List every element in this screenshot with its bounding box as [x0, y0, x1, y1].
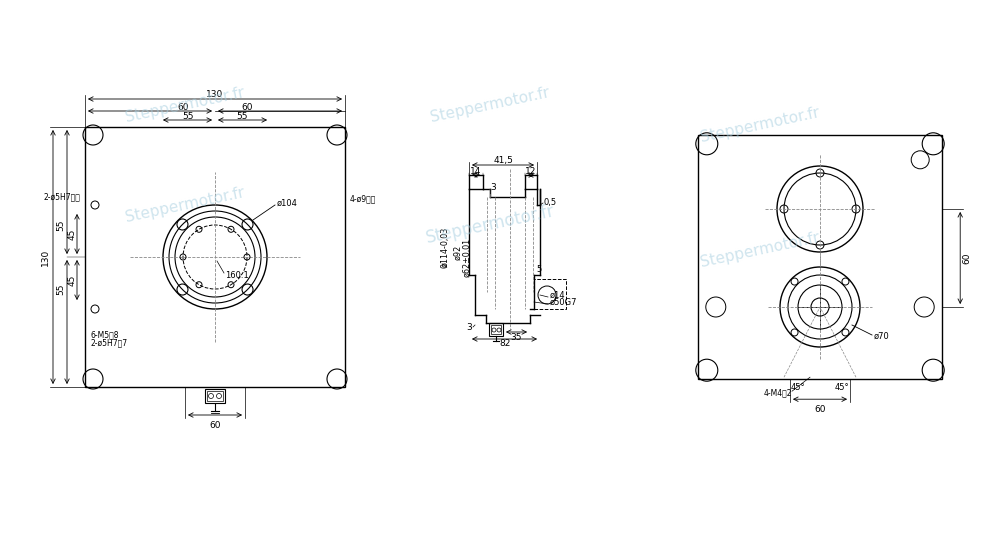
Text: 4-ø9通孔: 4-ø9通孔	[350, 195, 376, 203]
Text: Steppermotor.fr: Steppermotor.fr	[699, 105, 821, 145]
Text: 3: 3	[490, 183, 496, 192]
Text: ø104: ø104	[277, 198, 298, 208]
Bar	[534, 279, 566, 309]
Text: 45°: 45°	[791, 383, 805, 392]
Text: 55: 55	[182, 111, 194, 120]
Text: Steppermotor.fr: Steppermotor.fr	[424, 203, 556, 248]
Text: 45°: 45°	[835, 383, 849, 392]
Bar	[491, 325, 501, 334]
Text: 2-ø5H7深7: 2-ø5H7深7	[90, 339, 127, 348]
Text: Steppermotor.fr: Steppermotor.fr	[699, 230, 821, 270]
Text: 55: 55	[57, 219, 66, 231]
Text: 45: 45	[68, 228, 77, 240]
Text: Steppermotor.fr: Steppermotor.fr	[124, 85, 246, 125]
Text: 45: 45	[68, 274, 77, 286]
Text: 3: 3	[466, 323, 472, 332]
Text: 0,5: 0,5	[544, 197, 557, 207]
Text: 60: 60	[209, 421, 221, 430]
Bar	[698, 135, 942, 379]
Text: Steppermotor.fr: Steppermotor.fr	[429, 85, 551, 125]
Text: 130: 130	[41, 248, 50, 265]
Bar	[489, 323, 503, 336]
Bar	[205, 389, 225, 403]
Text: 130: 130	[206, 89, 224, 98]
Text: 82: 82	[499, 340, 511, 348]
Text: 5: 5	[536, 264, 541, 273]
Text: 41,5: 41,5	[493, 156, 513, 164]
Text: ø62±0,01: ø62±0,01	[463, 238, 472, 277]
Text: ø50G7: ø50G7	[550, 297, 578, 307]
Bar	[85, 127, 345, 387]
Text: ø92: ø92	[453, 244, 462, 259]
Text: 160.1: 160.1	[225, 271, 249, 279]
Text: 6-M5深8: 6-M5深8	[90, 331, 119, 340]
Text: Steppermotor.fr: Steppermotor.fr	[124, 185, 246, 225]
Text: ø14: ø14	[550, 291, 566, 300]
Text: 35: 35	[510, 332, 522, 341]
Text: 60: 60	[814, 405, 826, 414]
Text: ø70: ø70	[874, 332, 890, 340]
Text: 60: 60	[963, 252, 972, 264]
Bar	[207, 391, 223, 401]
Text: 2-ø5H7通孔: 2-ø5H7通孔	[43, 193, 80, 202]
Text: 14: 14	[470, 166, 482, 175]
Text: 55: 55	[236, 111, 248, 120]
Text: 60: 60	[241, 103, 253, 111]
Text: ø114-0,03: ø114-0,03	[441, 227, 450, 267]
Text: 12: 12	[525, 166, 537, 175]
Text: 4-M4深2: 4-M4深2	[764, 389, 792, 398]
Text: 60: 60	[177, 103, 189, 111]
Text: 0: 0	[441, 263, 450, 268]
Text: 55: 55	[57, 283, 66, 295]
